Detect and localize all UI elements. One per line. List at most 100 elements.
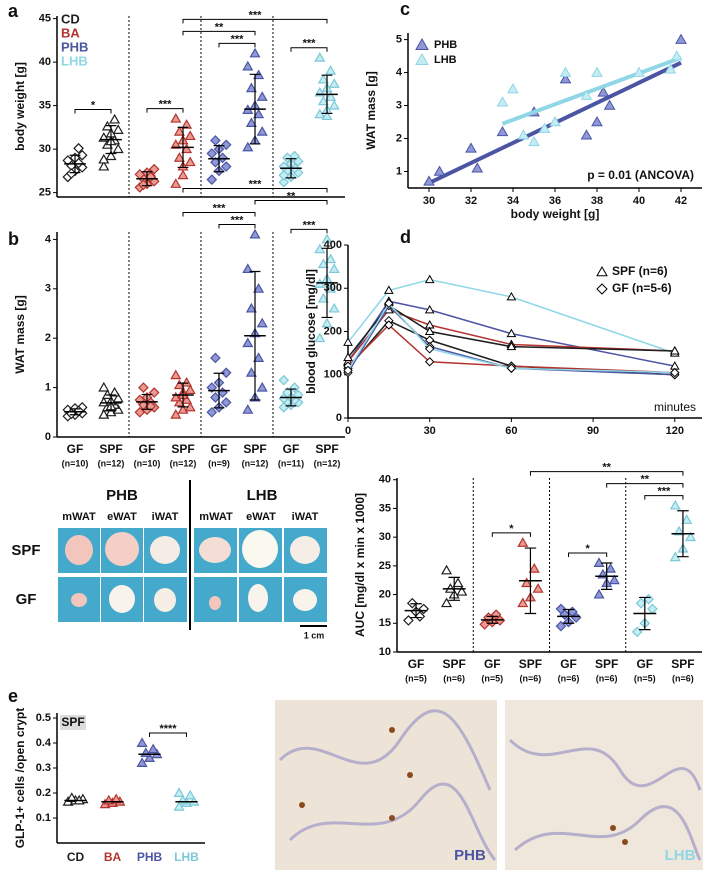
data-point: [647, 603, 658, 615]
error-bar: [285, 158, 297, 179]
significance-label: ***: [213, 202, 227, 214]
error-bar: [249, 270, 261, 401]
panel-letter: b: [8, 229, 19, 249]
data-point: [253, 352, 265, 362]
annotation: p = 0.01 (ANCOVA): [587, 168, 694, 182]
n-label: (n=5): [481, 673, 503, 683]
legend-marker: [415, 52, 429, 65]
panel-letter: c: [400, 0, 410, 19]
data-point: [220, 161, 232, 172]
data-point: [328, 99, 340, 110]
data-point: [242, 337, 254, 348]
y-tick-label: 35: [39, 100, 51, 112]
y-tick-label: 0: [336, 412, 342, 424]
data-point: [220, 367, 232, 379]
y-tick-label: 25: [39, 187, 51, 199]
data-point: [423, 175, 435, 186]
data-point: [456, 585, 468, 596]
y-axis-label: GLP-1+ cells /open crypt: [13, 708, 27, 848]
significance-bracket: [290, 228, 328, 234]
data-point: [517, 537, 529, 547]
data-point: [66, 792, 78, 802]
data-point: [253, 283, 265, 293]
data-point: [580, 129, 593, 140]
photo-column-label: mWAT: [199, 511, 233, 523]
histology-panel: PHB LHB: [275, 700, 703, 870]
data-point: [538, 122, 551, 133]
x-tick-label: SPF: [243, 442, 266, 456]
x-tick-label: PHB: [137, 850, 163, 864]
significance-bracket: [146, 108, 184, 113]
y-tick-label: 0: [45, 431, 51, 443]
data-point: [181, 394, 193, 404]
x-tick-label: 32: [465, 195, 477, 207]
data-point: [173, 152, 185, 162]
data-point: [424, 344, 435, 354]
n-label: (n=12): [242, 458, 269, 468]
legend-label: CD: [61, 11, 80, 26]
data-point: [245, 302, 257, 313]
data-point: [433, 165, 446, 176]
n-label: (n=12): [314, 458, 341, 468]
data-point: [173, 787, 185, 797]
y-tick-label: 200: [324, 325, 342, 337]
data-point: [593, 588, 605, 599]
significance-label: *: [585, 543, 590, 555]
data-point: [181, 376, 193, 387]
data-point: [670, 50, 683, 61]
significance-label: **: [287, 190, 296, 202]
data-point: [220, 139, 232, 151]
data-point: [633, 66, 645, 77]
data-point: [635, 597, 647, 609]
histology-label: PHB: [454, 847, 486, 864]
y-tick-label: 2: [396, 132, 402, 144]
data-point: [112, 392, 124, 403]
x-tick-label: GF: [67, 442, 84, 456]
y-axis-label: AUC [mg/dl x min x 1000]: [353, 493, 367, 637]
x-tick-label: GF: [484, 657, 501, 671]
x-tick-label: 38: [591, 195, 603, 207]
data-point: [591, 66, 603, 77]
data-point: [597, 86, 610, 97]
data-point: [170, 112, 182, 123]
error-bar: [141, 171, 153, 187]
data-point: [506, 363, 517, 373]
data-point: [148, 163, 160, 175]
data-point: [181, 143, 193, 154]
data-point: [245, 367, 257, 377]
significance-bracket: [182, 18, 328, 24]
x-tick-label: 30: [424, 425, 436, 437]
y-tick-label: 4: [396, 66, 403, 78]
data-point: [559, 73, 572, 84]
error-bar: [69, 408, 81, 416]
significance-label: ***: [303, 219, 317, 231]
data-point: [170, 409, 182, 419]
data-point: [143, 752, 156, 762]
significance-label: *: [91, 99, 96, 111]
data-point: [73, 142, 84, 154]
y-tick-label: 100: [324, 369, 342, 381]
data-point: [136, 737, 148, 747]
data-point: [325, 91, 337, 101]
significance-label: **: [641, 473, 650, 485]
data-point: [521, 577, 533, 588]
significance-bracket: [491, 532, 531, 537]
data-point: [173, 126, 185, 136]
x-tick-label: CD: [67, 850, 85, 864]
data-point: [471, 162, 484, 173]
error-bar: [321, 247, 333, 319]
data-point: [210, 352, 221, 364]
data-point: [669, 345, 680, 355]
data-point: [170, 178, 182, 188]
x-tick-label: 60: [505, 425, 517, 437]
y-tick-label: 3: [396, 99, 402, 111]
data-point: [517, 129, 530, 140]
error-bar: [177, 126, 189, 169]
data-point: [253, 108, 265, 119]
y-tick-label: 40: [379, 474, 391, 486]
data-point: [559, 66, 572, 77]
photo-group-label: LHB: [247, 487, 278, 504]
data-point: [673, 525, 685, 536]
data-point: [147, 743, 159, 754]
